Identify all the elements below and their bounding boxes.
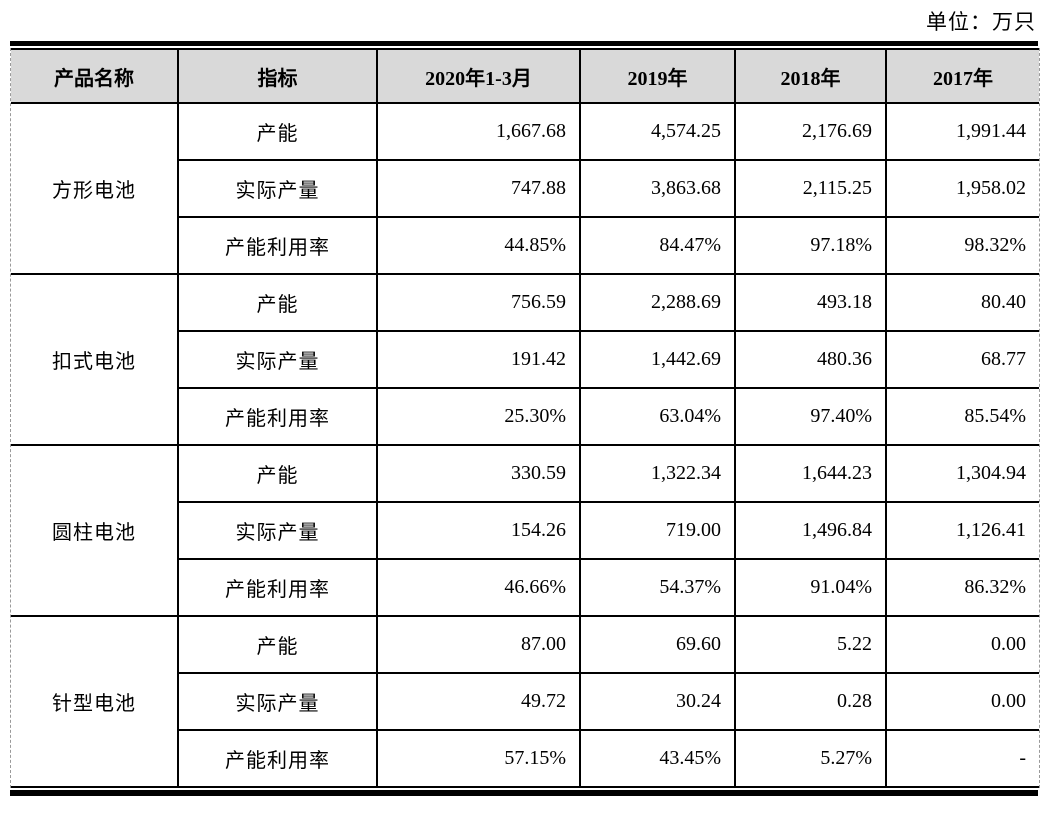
product-name-cell: 圆柱电池 xyxy=(11,446,179,617)
capacity-utilization-table: 产品名称 指标 2020年1-3月 2019年 2018年 2017年 方形电池 产能 1,6… xyxy=(10,48,1040,788)
table-row: 圆柱电池 产能 330.59 1,322.34 1,644.23 1,304.94 xyxy=(11,446,1039,617)
value-cell: 1,644.23 xyxy=(736,446,887,503)
value-cell: 30.24 xyxy=(581,674,736,731)
column-header: 2020年1-3月 xyxy=(378,48,581,104)
indicator-cell: 产能 xyxy=(179,275,378,332)
value-cell: 3,863.68 xyxy=(581,161,736,218)
value-cell: 493.18 xyxy=(736,275,887,332)
value-cell: 154.26 xyxy=(378,503,581,560)
value-cell: 84.47% xyxy=(581,218,736,275)
value-cell: 97.40% xyxy=(736,389,887,446)
value-cell: - xyxy=(887,731,1039,788)
product-name-cell: 扣式电池 xyxy=(11,275,179,446)
value-cell: 2,176.69 xyxy=(736,104,887,161)
indicator-cell: 实际产量 xyxy=(179,332,378,389)
value-cell: 86.32% xyxy=(887,560,1039,617)
value-cell: 1,667.68 xyxy=(378,104,581,161)
indicator-cell: 产能利用率 xyxy=(179,731,378,788)
table-row: 扣式电池 产能 756.59 2,288.69 493.18 80.40 xyxy=(11,275,1039,446)
value-cell: 44.85% xyxy=(378,218,581,275)
table-row: 产能利用率 44.85% 84.47% 97.18% 98.32% xyxy=(11,218,1039,275)
value-cell: 1,442.69 xyxy=(581,332,736,389)
value-cell: 63.04% xyxy=(581,389,736,446)
value-cell: 1,322.34 xyxy=(581,446,736,503)
value-cell: 98.32% xyxy=(887,218,1039,275)
value-cell: 2,115.25 xyxy=(736,161,887,218)
header-row: 产品名称 指标 2020年1-3月 2019年 2018年 2017年 xyxy=(11,48,1039,104)
value-cell: 4,574.25 xyxy=(581,104,736,161)
indicator-cell: 实际产量 xyxy=(179,161,378,218)
capacity-table-wrap: 产品名称 指标 2020年1-3月 2019年 2018年 2017年 方形电池 产能 1,6… xyxy=(10,41,1040,796)
value-cell: 719.00 xyxy=(581,503,736,560)
table-row: 产能利用率 57.15% 43.45% 5.27% - xyxy=(11,731,1039,788)
table-row: 实际产量 154.26 719.00 1,496.84 1,126.41 xyxy=(11,503,1039,560)
product-name-cell: 方形电池 xyxy=(11,104,179,275)
table-row: 实际产量 49.72 30.24 0.28 0.00 xyxy=(11,674,1039,731)
column-header: 产品名称 xyxy=(11,48,179,104)
value-cell: 0.28 xyxy=(736,674,887,731)
value-cell: 5.27% xyxy=(736,731,887,788)
column-header: 2017年 xyxy=(887,48,1039,104)
value-cell: 97.18% xyxy=(736,218,887,275)
indicator-cell: 实际产量 xyxy=(179,674,378,731)
indicator-cell: 产能 xyxy=(179,617,378,674)
value-cell: 85.54% xyxy=(887,389,1039,446)
value-cell: 0.00 xyxy=(887,617,1039,674)
column-header: 指标 xyxy=(179,48,378,104)
table-row: 产能利用率 25.30% 63.04% 97.40% 85.54% xyxy=(11,389,1039,446)
indicator-cell: 实际产量 xyxy=(179,503,378,560)
value-cell: 49.72 xyxy=(378,674,581,731)
product-name-cell: 针型电池 xyxy=(11,617,179,788)
indicator-cell: 产能利用率 xyxy=(179,218,378,275)
unit-label: 单位：万只 xyxy=(926,10,1036,34)
table-row: 实际产量 191.42 1,442.69 480.36 68.77 xyxy=(11,332,1039,389)
indicator-cell: 产能利用率 xyxy=(179,389,378,446)
value-cell: 46.66% xyxy=(378,560,581,617)
indicator-cell: 产能 xyxy=(179,446,378,503)
value-cell: 2,288.69 xyxy=(581,275,736,332)
value-cell: 756.59 xyxy=(378,275,581,332)
value-cell: 69.60 xyxy=(581,617,736,674)
value-cell: 1,991.44 xyxy=(887,104,1039,161)
value-cell: 480.36 xyxy=(736,332,887,389)
value-cell: 80.40 xyxy=(887,275,1039,332)
indicator-cell: 产能 xyxy=(179,104,378,161)
value-cell: 191.42 xyxy=(378,332,581,389)
value-cell: 91.04% xyxy=(736,560,887,617)
value-cell: 330.59 xyxy=(378,446,581,503)
table-row: 针型电池 产能 87.00 69.60 5.22 0.00 xyxy=(11,617,1039,788)
value-cell: 54.37% xyxy=(581,560,736,617)
value-cell: 1,304.94 xyxy=(887,446,1039,503)
value-cell: 87.00 xyxy=(378,617,581,674)
value-cell: 1,126.41 xyxy=(887,503,1039,560)
indicator-cell: 产能利用率 xyxy=(179,560,378,617)
value-cell: 5.22 xyxy=(736,617,887,674)
column-header: 2018年 xyxy=(736,48,887,104)
value-cell: 0.00 xyxy=(887,674,1039,731)
value-cell: 747.88 xyxy=(378,161,581,218)
value-cell: 25.30% xyxy=(378,389,581,446)
column-header: 2019年 xyxy=(581,48,736,104)
value-cell: 57.15% xyxy=(378,731,581,788)
value-cell: 1,496.84 xyxy=(736,503,887,560)
value-cell: 1,958.02 xyxy=(887,161,1039,218)
value-cell: 68.77 xyxy=(887,332,1039,389)
table-row: 产能利用率 46.66% 54.37% 91.04% 86.32% xyxy=(11,560,1039,617)
value-cell: 43.45% xyxy=(581,731,736,788)
table-row: 实际产量 747.88 3,863.68 2,115.25 1,958.02 xyxy=(11,161,1039,218)
table-row: 方形电池 产能 1,667.68 4,574.25 2,176.69 1,991.44 xyxy=(11,104,1039,275)
